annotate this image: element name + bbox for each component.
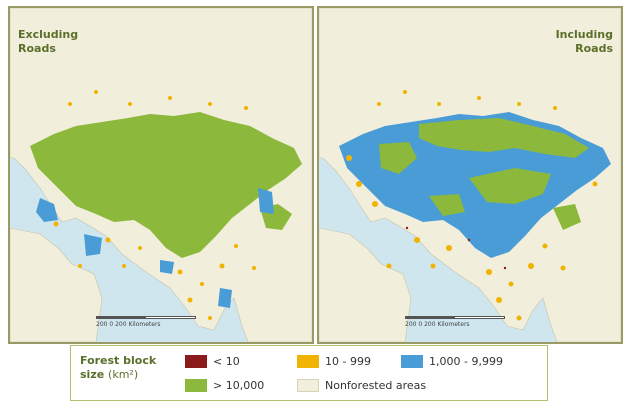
scale-bar: 200 0 200 Kilometers xyxy=(96,316,206,330)
map-panel-excluding-roads: Excluding Roads 200 0 200 Kilometers xyxy=(8,6,314,344)
map-including-roads xyxy=(319,8,621,342)
legend-item-lt-10: < 10 xyxy=(185,354,240,368)
legend-title: Forest block size (km²) xyxy=(80,354,180,382)
map-panel-including-roads: Including Roads 200 0 200 Kilometers xyxy=(317,6,623,344)
legend-item-1000-9999: 1,000 - 9,999 xyxy=(401,354,503,368)
legend-label: 1,000 - 9,999 xyxy=(429,354,503,368)
forest-large-blocks xyxy=(30,112,302,258)
scale-bar-label: 200 0 200 Kilometers xyxy=(405,321,470,328)
land-south-west xyxy=(319,227,412,342)
forest-small-blocks xyxy=(346,90,598,321)
legend-label: < 10 xyxy=(213,354,240,368)
scale-bar-graphic xyxy=(405,316,505,319)
blue-swatch xyxy=(401,354,423,368)
legend-item-gt-10000: > 10,000 xyxy=(185,378,264,392)
orange-swatch xyxy=(297,354,319,368)
scale-bar-graphic xyxy=(96,316,196,319)
map-excluding-roads xyxy=(10,8,312,342)
legend-item-nonforested: Nonforested areas xyxy=(297,378,426,392)
scale-bar: 200 0 200 Kilometers xyxy=(405,316,515,330)
legend-label: 10 - 999 xyxy=(325,354,371,368)
legend-title-text: Forest block size xyxy=(80,354,157,381)
legend: Forest block size (km²) < 10 10 - 999 1,… xyxy=(70,345,548,401)
legend-unit: (km²) xyxy=(108,368,139,381)
legend-label: Nonforested areas xyxy=(325,378,427,392)
green-swatch xyxy=(185,378,207,392)
forest-large-blocks xyxy=(379,118,589,230)
forest-tiny-blocks xyxy=(405,226,507,270)
forest-small-blocks xyxy=(53,90,256,320)
legend-item-10-999: 10 - 999 xyxy=(297,354,371,368)
legend-label: > 10,000 xyxy=(213,378,265,392)
panel-title-excluding-roads: Excluding Roads xyxy=(18,28,79,55)
panel-title-including-roads: Including Roads xyxy=(555,28,613,55)
beige-swatch xyxy=(297,378,319,392)
forest-medium-blocks xyxy=(36,188,274,308)
land-south-west xyxy=(10,227,103,342)
scale-bar-label: 200 0 200 Kilometers xyxy=(96,321,161,328)
dark-red-swatch xyxy=(185,354,207,368)
